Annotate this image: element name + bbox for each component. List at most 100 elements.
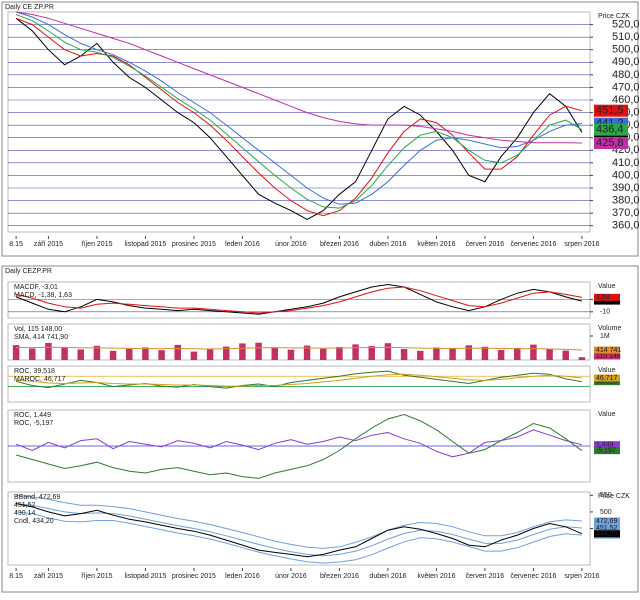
value-tag-label: 451,5 <box>596 105 624 117</box>
x-tick-label: duben 2016 <box>369 241 406 248</box>
volume-bar <box>368 346 375 360</box>
volume-bar <box>174 344 181 360</box>
axis-label: Price CZK <box>598 13 630 20</box>
volume-bar <box>223 346 230 360</box>
volume-bar <box>29 348 36 360</box>
series-line <box>16 511 582 564</box>
value-tag <box>594 136 628 149</box>
volume-bar <box>255 342 262 360</box>
volume-bar <box>271 347 278 360</box>
volume-bar <box>514 348 521 360</box>
legend-entry: MACD, -1,38, 1,63 <box>14 292 72 299</box>
value-tag <box>594 104 628 117</box>
axis-label: Volume <box>598 325 621 332</box>
volume-bar <box>384 343 392 360</box>
series-line <box>15 429 583 458</box>
volume-bar <box>12 345 20 360</box>
legend-entry: SMA, 414 741,90 <box>14 334 68 341</box>
value-tag-label: 39,518 <box>596 379 618 386</box>
series-line <box>16 373 582 387</box>
y-tick-label: 470,0 <box>612 81 640 93</box>
volume-bar <box>465 345 472 360</box>
axis-label: Price CZK <box>598 493 630 500</box>
value-tag-label: 434,20 <box>596 531 618 538</box>
volume-bar <box>109 350 117 360</box>
volume-bar <box>417 350 424 360</box>
y-tick-label: 520,0 <box>612 18 640 30</box>
x-tick-label: únor 2016 <box>275 241 307 248</box>
x-tick-label: červen 2016 <box>466 241 505 248</box>
legend-entry: MACDF, -3,01 <box>14 284 58 291</box>
volume-bar <box>287 349 295 360</box>
volume-bar <box>400 348 408 360</box>
y-tick-label: 360,0 <box>612 220 640 232</box>
axis-label: Value <box>598 283 615 290</box>
volume-bar <box>93 345 101 360</box>
volume-bar <box>336 347 343 360</box>
volume-bar <box>578 357 586 360</box>
value-tag-label: 1,449 <box>596 442 614 449</box>
value-tag-label: 451,52 <box>596 525 618 532</box>
value-tag-label: 436,4 <box>596 124 624 136</box>
value-tag-label: 425,8 <box>596 137 624 149</box>
chart-title: Daily CEZP.PR <box>5 268 52 275</box>
series-line <box>16 11 582 144</box>
legend-entry: MAROC, 46,717 <box>14 376 65 383</box>
x-tick-label: červen 2016 <box>466 573 505 580</box>
volume-bar <box>546 348 553 360</box>
value-tag <box>594 293 620 301</box>
value-tag <box>594 524 620 532</box>
y-tick-label: 500 <box>600 509 612 516</box>
x-tick-label: květen 2016 <box>417 241 455 248</box>
volume-bar <box>206 348 214 360</box>
volume-bar <box>190 351 198 360</box>
value-tag <box>594 346 620 354</box>
legend-entry: ROC, 39,518 <box>14 368 55 375</box>
y-tick-label: 510,0 <box>612 31 640 43</box>
x-tick-label: listopad 2015 <box>125 241 167 248</box>
value-tag <box>594 117 628 130</box>
x-tick-label: březen 2016 <box>320 241 359 248</box>
x-tick-label: leden 2016 <box>225 573 260 580</box>
series-line <box>16 503 582 557</box>
plot-area <box>7 365 591 403</box>
x-tick-label: červenec 2016 <box>510 573 556 580</box>
series-line <box>16 346 582 351</box>
legend-entry: 430,14 <box>14 510 36 517</box>
volume-bar <box>562 350 569 360</box>
volume-bar <box>61 347 68 360</box>
volume-bar <box>481 346 489 360</box>
legend-entry: Cndl, 434,20 <box>14 518 54 525</box>
x-tick-label: březen 2016 <box>320 573 359 580</box>
axis-label: Value <box>598 411 615 418</box>
x-tick-label: listopad 2015 <box>125 573 167 580</box>
value-tag <box>594 352 620 360</box>
x-tick-label: prosinec 2015 <box>172 573 216 580</box>
volume-bar <box>530 344 537 360</box>
value-tag <box>594 441 620 449</box>
value-tag <box>594 530 620 538</box>
value-tag <box>594 378 620 386</box>
value-tag-label: 414 741 <box>596 347 621 354</box>
volume-bar <box>449 348 456 360</box>
x-tick-label: květen 2016 <box>417 573 455 580</box>
value-tag <box>594 297 620 305</box>
y-tick-label: 500,0 <box>612 44 640 56</box>
value-tag-label: 441,2 <box>596 118 624 130</box>
x-tick-label: červenec 2016 <box>510 241 556 248</box>
value-tag <box>594 123 628 136</box>
y-tick-label: 380,0 <box>612 194 640 206</box>
x-tick-label: říjen 2015 <box>81 241 112 248</box>
legend-entry: BBand, 472,69 <box>14 494 60 501</box>
y-tick-label: 550 <box>600 492 612 499</box>
volume-bar <box>303 345 311 360</box>
series-line <box>15 11 582 205</box>
volume-bar <box>45 342 52 360</box>
volume-bar <box>320 348 327 360</box>
y-tick-label: 1M <box>600 333 610 340</box>
value-tag <box>594 517 620 525</box>
x-tick-label: říjen 2015 <box>81 573 112 580</box>
series-line <box>15 413 583 479</box>
y-tick-label: 480,0 <box>612 69 640 81</box>
legend-entry: ROC, -5,197 <box>14 420 53 427</box>
